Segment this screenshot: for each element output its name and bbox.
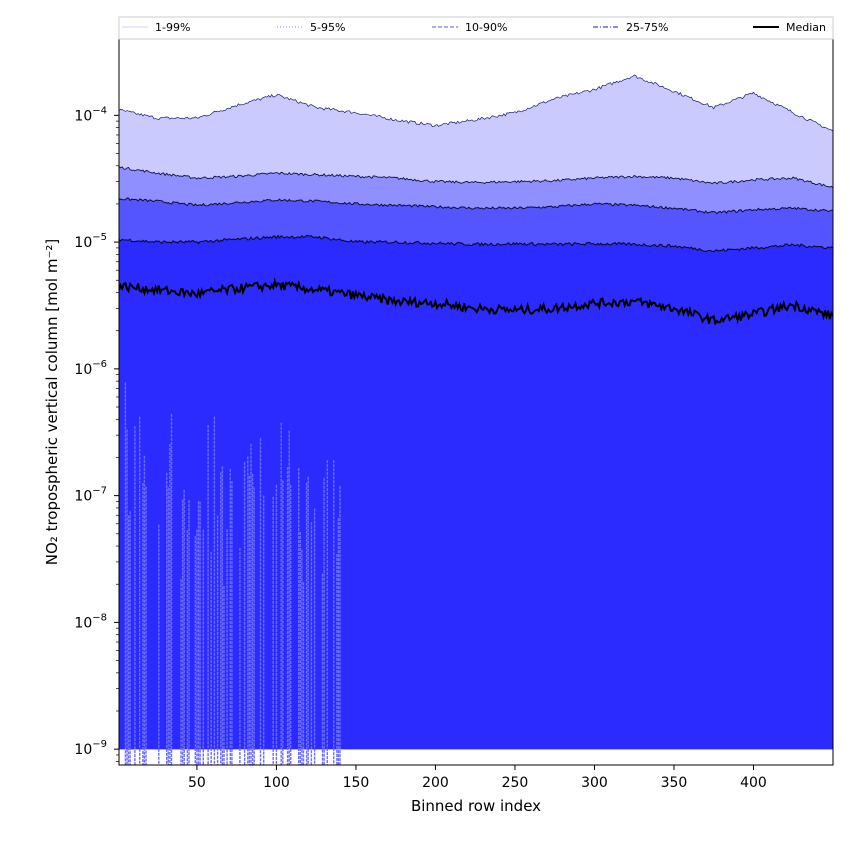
- legend-box: [118, 16, 834, 40]
- x-tick-label: 300: [581, 775, 608, 791]
- percentile-bands: [119, 74, 833, 765]
- y-axis: 10−9 10−8 10−7 10−6 10−5 10−4: [74, 105, 119, 762]
- legend-label: 5-95%: [310, 21, 345, 34]
- line-75: [119, 234, 833, 253]
- line-95: [119, 166, 833, 189]
- x-tick-label: 200: [422, 775, 449, 791]
- legend-label: 10-90%: [465, 21, 507, 34]
- x-tick-label: 150: [343, 775, 370, 791]
- x-axis-label: Binned row index: [411, 797, 541, 815]
- line-99: [119, 74, 833, 132]
- x-tick-label: 50: [188, 775, 206, 791]
- line-90: [119, 197, 833, 215]
- y-tick-label: 10−9: [74, 739, 107, 758]
- legend-label: 1-99%: [155, 21, 190, 34]
- band-25-75: [119, 235, 833, 750]
- x-tick-label: 250: [502, 775, 529, 791]
- y-tick-label: 10−6: [74, 359, 107, 378]
- x-tick-label: 400: [740, 775, 767, 791]
- y-tick-label: 10−7: [74, 486, 107, 505]
- legend-label: Median: [786, 21, 826, 34]
- x-tick-label: 100: [263, 775, 290, 791]
- x-axis: 50 100 150 200 250 300 350 400: [188, 765, 767, 791]
- percentile-lines: [119, 74, 833, 326]
- x-tick-label: 350: [661, 775, 688, 791]
- y-tick-label: 10−8: [74, 612, 107, 631]
- y-tick-label: 10−4: [74, 105, 107, 124]
- median-line: [119, 277, 833, 326]
- y-axis-label: NO₂ tropospheric vertical column [mol m⁻…: [43, 239, 61, 565]
- y-tick-label: 10−5: [74, 232, 107, 251]
- legend-label: 25-75%: [626, 21, 668, 34]
- legend: 1-99% 5-95% 10-90% 25-75% Median: [118, 16, 834, 40]
